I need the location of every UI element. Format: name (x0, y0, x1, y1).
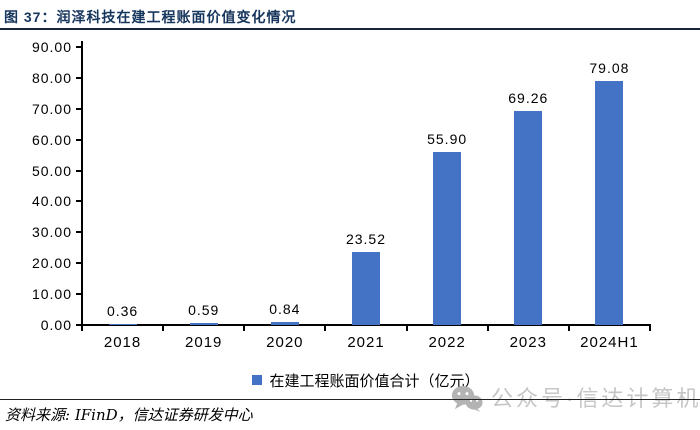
bar-value-label: 55.90 (427, 131, 468, 148)
y-tick-mark (76, 138, 81, 141)
y-tick-label: 10.00 (31, 286, 72, 303)
y-tick-mark (76, 200, 81, 203)
bar-value-label: 79.08 (589, 59, 630, 76)
x-axis-label: 2021 (347, 334, 385, 351)
x-axis-line (81, 324, 651, 326)
y-tick-mark (76, 169, 81, 172)
source-note: 资料来源: IFinD，信达证券研发中心 (5, 406, 253, 424)
bar (270, 322, 299, 325)
watermark-text: 公众号·信达计算机 (491, 385, 700, 411)
bar (514, 111, 543, 325)
x-tick-mark (162, 326, 165, 331)
title-divider (0, 28, 700, 30)
bar-value-label: 0.84 (269, 301, 301, 318)
bar-value-label: 69.26 (508, 90, 549, 107)
x-axis-label: 2020 (266, 334, 304, 351)
bar-value-label: 0.59 (188, 302, 220, 319)
x-tick-mark (405, 326, 408, 331)
y-tick-label: 40.00 (31, 193, 72, 210)
legend-label: 在建工程账面价值合计（亿元） (269, 372, 480, 390)
y-tick-mark (76, 293, 81, 296)
bar (108, 323, 137, 325)
chart-legend: 在建工程账面价值合计（亿元） (82, 371, 650, 390)
y-tick-label: 80.00 (31, 69, 72, 86)
bar-value-label: 23.52 (345, 231, 387, 248)
y-tick-label: 50.00 (31, 162, 72, 179)
y-tick-mark (76, 231, 81, 234)
y-tick-label: 90.00 (31, 39, 72, 55)
bar (433, 152, 462, 325)
bar (352, 252, 380, 325)
x-tick-mark (486, 326, 489, 331)
x-tick-mark (243, 326, 246, 331)
bar (595, 80, 624, 325)
y-tick-label: 20.00 (31, 255, 72, 272)
x-axis-label: 2024H1 (580, 334, 639, 351)
y-tick-label: 60.00 (31, 131, 72, 148)
y-tick-mark (76, 46, 81, 48)
x-axis-label: 2022 (428, 334, 466, 351)
y-tick-mark (76, 107, 81, 110)
watermark: 公众号·信达计算机 (451, 385, 700, 412)
x-tick-mark (567, 326, 570, 331)
y-tick-mark (76, 262, 81, 265)
bar-value-label: 0.36 (106, 302, 139, 319)
y-tick-label: 30.00 (31, 224, 72, 241)
x-axis-label: 2023 (509, 334, 547, 351)
x-tick-mark (649, 326, 651, 331)
bar (189, 323, 218, 325)
x-tick-mark (324, 326, 327, 331)
wechat-icon (451, 386, 483, 412)
y-tick-label: 0.00 (40, 317, 72, 333)
y-tick-mark (76, 76, 81, 79)
x-axis-label: 2019 (185, 334, 223, 351)
figure-title: 图 37：润泽科技在建工程账面价值变化情况 (4, 9, 297, 25)
y-tick-label: 70.00 (31, 100, 72, 117)
footer-divider (0, 399, 700, 400)
legend-swatch (252, 375, 263, 385)
x-tick-mark (81, 326, 83, 331)
y-tick-mark (76, 324, 81, 326)
y-axis-line (81, 41, 83, 326)
x-axis-label: 2018 (103, 334, 142, 351)
